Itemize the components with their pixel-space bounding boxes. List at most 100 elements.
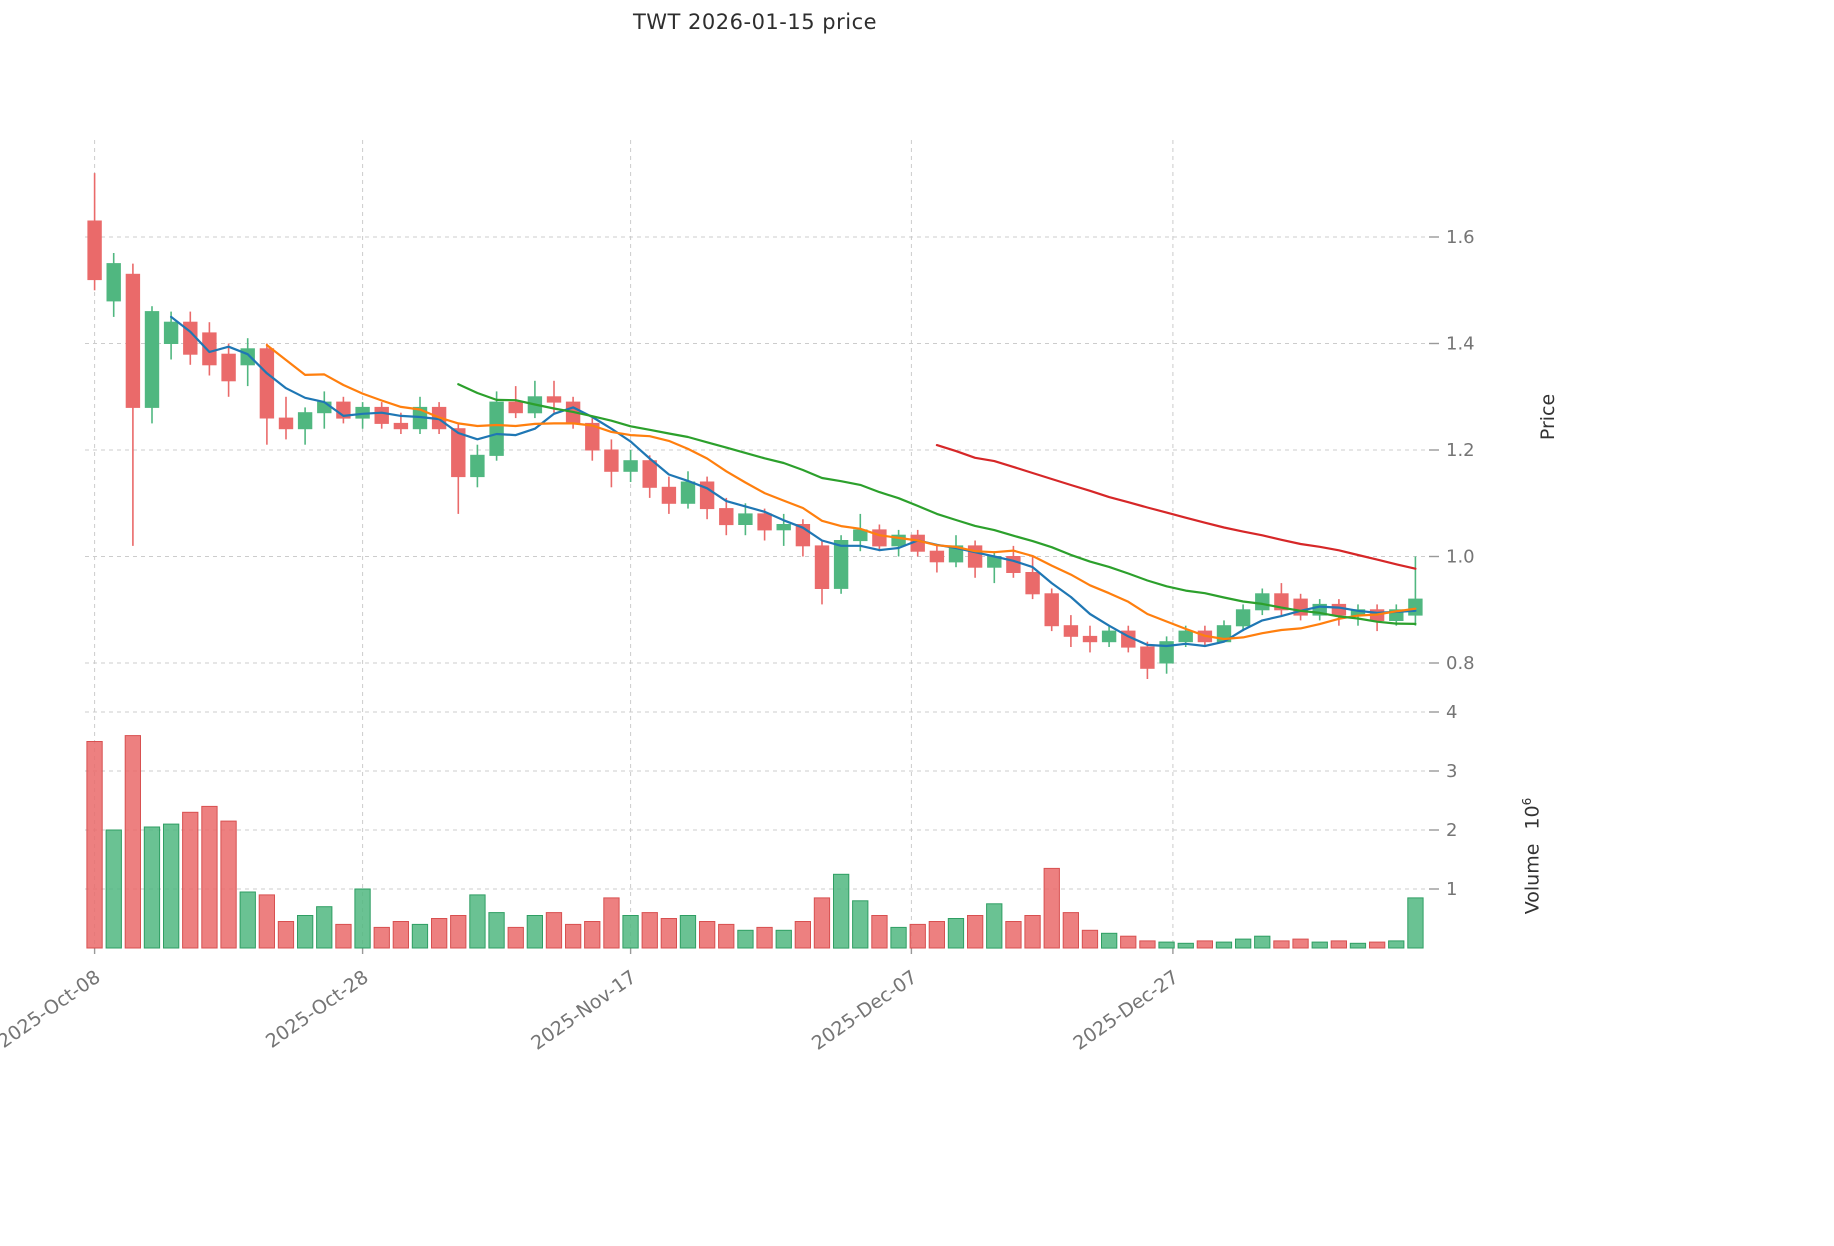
candle-body	[106, 263, 121, 302]
candle-body	[1235, 609, 1251, 627]
candle-body	[374, 406, 389, 424]
volume-bar	[182, 811, 199, 949]
volume-bar	[833, 873, 850, 949]
x-tick-label: 2025-Oct-28	[262, 966, 373, 1053]
volume-bar	[967, 915, 984, 949]
volume-bar	[699, 921, 716, 949]
candle-body	[623, 460, 638, 472]
volume-bar	[297, 915, 314, 949]
volume-bar	[469, 894, 486, 949]
volume-bar	[565, 923, 582, 949]
volume-bar	[641, 912, 658, 949]
volume-bar	[86, 741, 103, 949]
candle-body	[604, 449, 619, 472]
volume-bar	[756, 926, 773, 949]
candle-body	[1255, 593, 1270, 611]
volume-bar	[1292, 938, 1309, 949]
candle-body	[833, 540, 849, 589]
volume-bar	[1254, 935, 1271, 949]
volume-bar	[526, 915, 544, 949]
volume-bar	[947, 918, 965, 949]
volume-bar	[986, 903, 1003, 949]
volume-bar	[105, 829, 122, 949]
candle-body	[546, 396, 562, 403]
candle-body	[738, 513, 753, 526]
candles	[87, 173, 1423, 679]
volume-bar	[660, 918, 678, 949]
volume-bar	[813, 897, 831, 949]
candle-body	[929, 550, 945, 563]
volume-bar	[1388, 940, 1405, 949]
price-tick-label: 1.0	[1446, 547, 1475, 568]
volume-bar	[1311, 941, 1328, 949]
volume-bar	[316, 906, 333, 949]
chart-title: TWT 2026-01-15 price	[632, 10, 878, 34]
volume-bar	[1330, 940, 1347, 949]
price-axis-label-text: Price	[1537, 393, 1559, 441]
volume-bar	[220, 820, 237, 949]
x-tick-label: 2025-Dec-07	[808, 966, 921, 1055]
volume-bar	[852, 900, 869, 949]
candle-body	[661, 486, 677, 504]
candle-body	[814, 545, 830, 590]
candle-body	[163, 321, 179, 345]
volume-bar	[1081, 929, 1099, 949]
volume-bar	[201, 805, 218, 949]
candle-body	[642, 460, 657, 488]
candle-body	[1101, 630, 1117, 643]
x-tick-label: 2025-Dec-27	[1069, 966, 1182, 1055]
volume-bar	[603, 897, 620, 949]
volume-bar	[1062, 912, 1079, 949]
volume-tick-label: 1	[1446, 879, 1457, 900]
volume-bar	[411, 923, 429, 949]
volume-bar	[392, 921, 410, 949]
candle-body	[202, 332, 217, 366]
price-tick-label: 1.2	[1446, 440, 1475, 461]
volume-bar	[1177, 942, 1194, 949]
volume-bar	[1273, 940, 1290, 949]
candle-body	[489, 401, 504, 456]
volume-bar	[124, 735, 141, 949]
volume-bar	[1024, 915, 1041, 949]
volume-bar	[373, 926, 390, 949]
ma-10-line	[265, 344, 1417, 641]
volume-bar	[622, 915, 639, 949]
ma-20-line	[457, 383, 1417, 625]
candle-body	[1331, 603, 1347, 616]
candle-body	[1063, 625, 1079, 637]
volume-tick-label: 2	[1446, 820, 1457, 841]
x-tick-label: 2025-Nov-17	[527, 966, 640, 1054]
volume-bars	[86, 735, 1424, 949]
volume-bar	[890, 926, 907, 949]
volume-bar	[545, 912, 563, 949]
ma-45-line	[935, 444, 1417, 570]
volume-bar	[507, 926, 524, 949]
volume-bar	[871, 915, 888, 949]
volume-bar	[431, 918, 448, 949]
volume-bar	[1005, 921, 1022, 949]
candle-body	[1274, 593, 1289, 611]
volume-bar	[909, 923, 926, 949]
volume-bar	[277, 921, 295, 949]
candle-body	[144, 311, 160, 408]
candle-body	[1140, 646, 1155, 669]
volume-bar	[258, 894, 276, 949]
volume-bar	[450, 915, 467, 949]
ma-5-line	[170, 315, 1417, 648]
price-tick-label: 0.8	[1446, 653, 1475, 674]
candle-body	[585, 422, 600, 451]
candle-body	[699, 481, 715, 510]
candle-body	[891, 534, 906, 547]
volume-bar	[354, 888, 371, 949]
volume-bar	[335, 923, 352, 949]
volume-bar	[239, 891, 256, 949]
volume-bar	[1369, 941, 1386, 949]
volume-bar	[928, 921, 946, 949]
price-tick-label: 1.6	[1446, 227, 1475, 248]
volume-bar	[737, 929, 754, 949]
candle-body	[1178, 630, 1193, 643]
candle-body	[451, 428, 466, 478]
candle-body	[1044, 593, 1059, 627]
